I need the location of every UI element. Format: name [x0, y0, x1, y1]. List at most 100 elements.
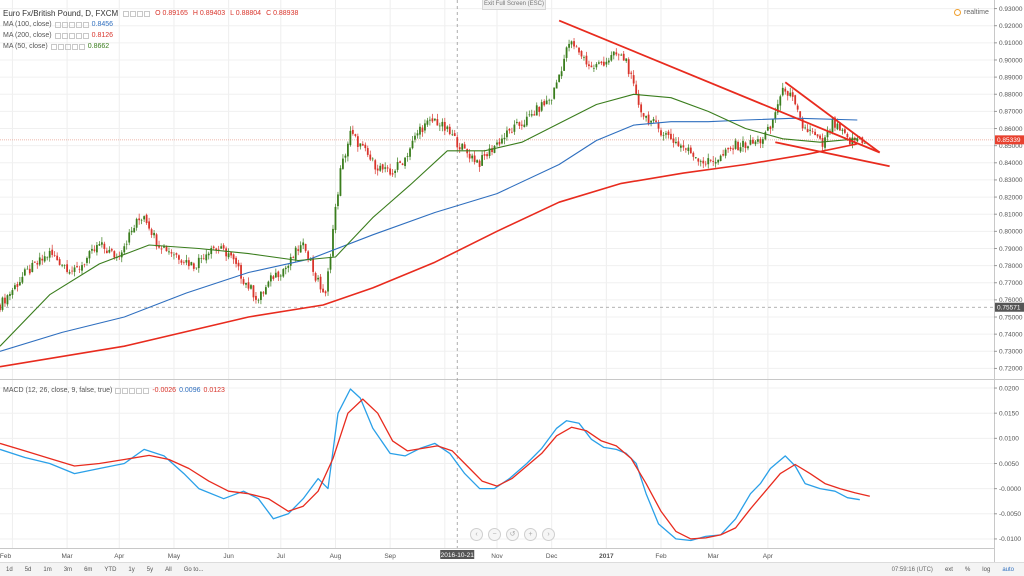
candle-body: [779, 96, 782, 106]
candle-body: [548, 99, 551, 101]
x-tick-label: Apr: [763, 553, 774, 560]
candle-body: [791, 92, 794, 97]
scroll-left-icon[interactable]: ‹: [470, 528, 483, 541]
x-tick-label: Mar: [61, 553, 73, 560]
candle-body: [250, 285, 252, 289]
ma100-value: 0.8456: [91, 21, 114, 28]
range-button-1y[interactable]: 1y: [128, 566, 135, 573]
y-tick-label: 0.73000: [999, 349, 1023, 356]
candle-body: [182, 262, 185, 263]
candle-body: [98, 244, 101, 246]
candle-body: [627, 59, 630, 75]
ma50-label[interactable]: MA (50, close): [3, 43, 48, 50]
candle-body: [483, 154, 486, 156]
candle-body: [583, 57, 585, 58]
candle-body: [349, 130, 352, 146]
range-button-1d[interactable]: 1d: [6, 566, 13, 573]
macd-value-1: -0.0026: [152, 387, 177, 394]
candle-body: [160, 248, 163, 250]
candle-body: [771, 118, 774, 128]
candle-body: [766, 126, 769, 131]
reset-icon[interactable]: ↺: [506, 528, 519, 541]
ma200-line: [0, 143, 858, 368]
candle-body: [83, 264, 86, 266]
candle-body: [314, 273, 317, 281]
ma200-label[interactable]: MA (200, close): [3, 32, 52, 39]
x-tick-label: Jun: [223, 553, 234, 560]
candle-body: [764, 132, 767, 140]
legend-controls[interactable]: [123, 11, 151, 17]
candle-body: [88, 251, 91, 259]
candle-body: [376, 168, 379, 171]
ma50-legend: MA (50, close) 0.8662: [3, 42, 109, 52]
ma100-label[interactable]: MA (100, close): [3, 21, 52, 28]
candle-body: [381, 164, 384, 170]
candle-body: [754, 141, 757, 145]
candle-body: [789, 92, 792, 96]
candle-body: [322, 288, 324, 293]
candle-body: [491, 148, 493, 153]
range-button-5y[interactable]: 5y: [146, 566, 154, 573]
candle-body: [192, 263, 195, 269]
candle-body: [600, 61, 603, 64]
candle-body: [334, 206, 337, 230]
ext-toggle[interactable]: ext: [944, 566, 953, 573]
goto-button[interactable]: Go to...: [183, 566, 204, 573]
candle-body: [699, 160, 702, 162]
candle-body: [237, 262, 240, 267]
candle-body: [458, 147, 461, 150]
candle-body: [796, 105, 799, 110]
ma50-controls[interactable]: [50, 44, 85, 50]
macd-legend: MACD (12, 26, close, 9, false, true) -0.…: [3, 386, 225, 396]
x-tick-label: Aug: [330, 553, 342, 560]
candle-body: [43, 256, 46, 262]
zoom-out-icon[interactable]: −: [488, 528, 501, 541]
candle-body: [734, 140, 737, 149]
candle-body: [185, 260, 188, 263]
candle-body: [419, 126, 421, 135]
candle-body: [424, 123, 426, 131]
exit-fullscreen-button[interactable]: Exit Full Screen (ESC): [482, 0, 546, 10]
candle-body: [302, 242, 305, 246]
candle-body: [287, 265, 290, 268]
zoom-in-icon[interactable]: +: [524, 528, 537, 541]
macd-controls[interactable]: [115, 388, 150, 394]
candle-body: [697, 158, 700, 162]
auto-toggle[interactable]: auto: [1002, 566, 1014, 573]
range-button-5d[interactable]: 5d: [24, 566, 32, 573]
scroll-right-icon[interactable]: ›: [542, 528, 555, 541]
ma200-controls[interactable]: [54, 33, 89, 39]
candle-body: [327, 271, 329, 292]
symbol-title[interactable]: Euro Fx/British Pound, D, FXCM: [3, 9, 119, 18]
percent-toggle[interactable]: %: [964, 566, 971, 573]
ma100-controls[interactable]: [54, 22, 89, 28]
macd-label[interactable]: MACD (12, 26, close, 9, false, true): [3, 387, 113, 394]
candle-body: [210, 248, 213, 255]
candle-body: [173, 254, 175, 256]
range-button-1m[interactable]: 1m: [43, 566, 52, 573]
y-tick-label: 0.90000: [999, 57, 1023, 64]
candle-body: [528, 114, 531, 116]
candle-body: [538, 106, 541, 112]
range-button-ytd[interactable]: YTD: [104, 566, 117, 573]
range-button-6m[interactable]: 6m: [84, 566, 93, 573]
candle-body: [834, 117, 836, 128]
candle-body: [272, 276, 275, 279]
candle-body: [279, 275, 282, 277]
candle-body: [165, 245, 168, 252]
candle-body: [781, 87, 784, 96]
candle-body: [197, 257, 200, 269]
grid: [0, 0, 994, 548]
candle-body: [93, 249, 96, 251]
candle-body: [707, 158, 710, 165]
range-button-3m[interactable]: 3m: [63, 566, 73, 573]
candle-body: [463, 144, 466, 149]
candle-body: [836, 123, 839, 130]
candle-body: [702, 160, 705, 164]
candle-body: [299, 245, 302, 253]
candle-body: [742, 140, 744, 147]
candle-body: [41, 258, 44, 261]
log-toggle[interactable]: log: [982, 566, 991, 573]
range-button-all[interactable]: All: [165, 566, 172, 573]
candle-body: [53, 255, 56, 256]
